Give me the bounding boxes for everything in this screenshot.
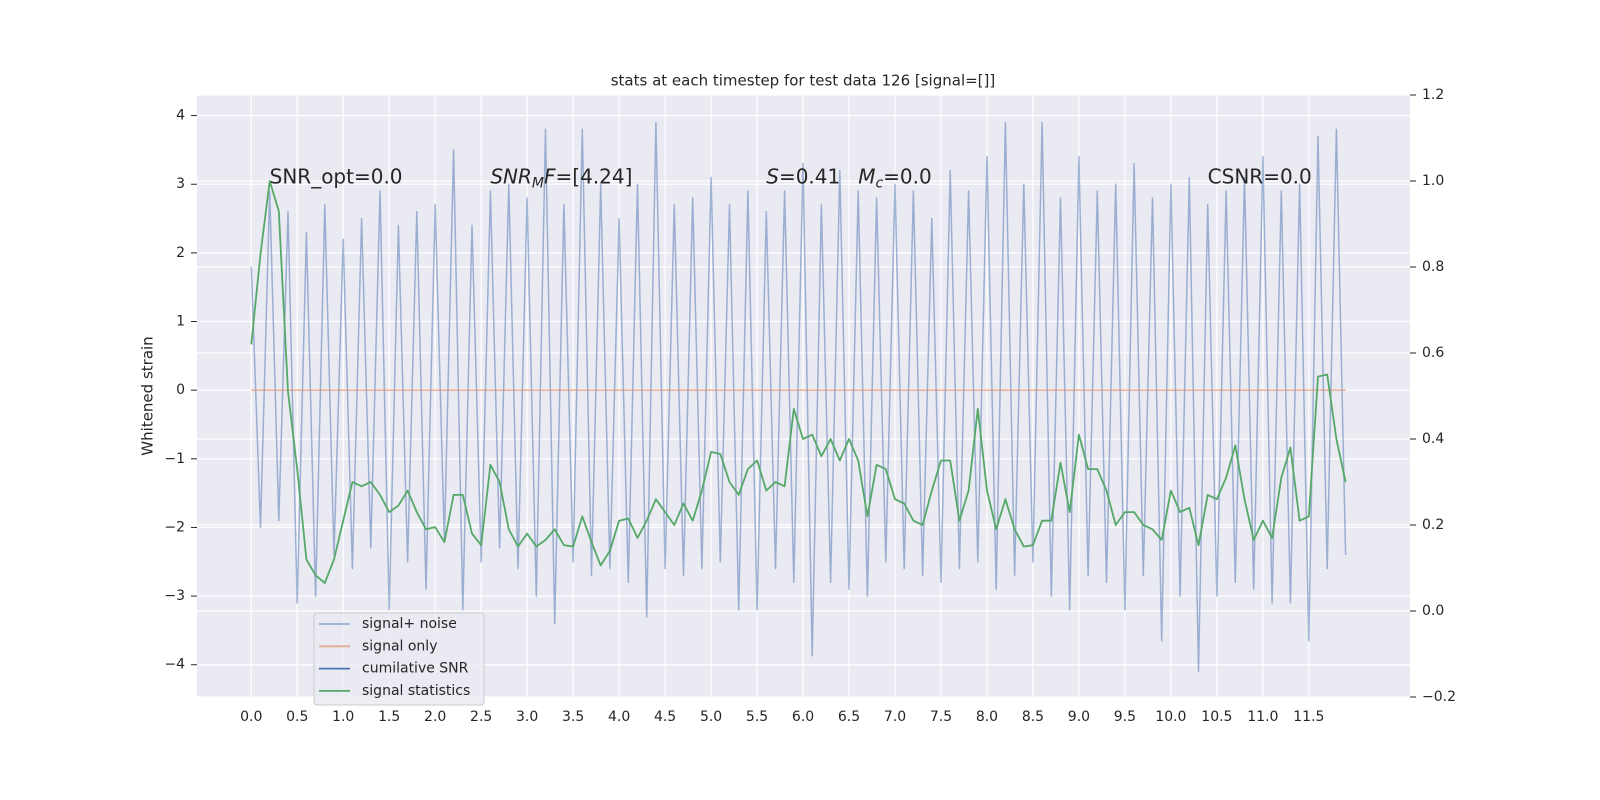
annotation-part: CSNR=0.0 <box>1208 164 1312 188</box>
x-tick-label: 6.5 <box>838 709 860 725</box>
y2-tick-label: 0.2 <box>1422 517 1444 533</box>
annotation-part: F <box>544 164 556 188</box>
y-axis-label: Whitened strain <box>139 336 157 455</box>
y-tick-label: −2 <box>164 519 185 535</box>
marks <box>250 121 1347 673</box>
x-tick-label: 4.0 <box>608 709 630 725</box>
grid: 0.0 0.5 1.0 1.5 2.0 2.5 3.0 3.5 4.0 4.5 5.0 5.5 6.0 6… <box>164 87 1456 725</box>
y-tick-label: 1 <box>176 314 185 330</box>
x-tick-label: 10.5 <box>1201 709 1232 725</box>
annotation: Mc=0.0 <box>858 164 932 192</box>
y2-tick-label: 0.0 <box>1422 603 1444 619</box>
y2-tick-label: 1.0 <box>1422 173 1444 189</box>
legend-label: signal only <box>362 638 437 654</box>
y-tick-label: 2 <box>176 245 185 261</box>
annotation: SNRMF=[4.24] <box>490 164 632 192</box>
y-tick-label: 3 <box>176 176 185 192</box>
x-tick-label: 3.0 <box>516 709 538 725</box>
y-tick-label: 0 <box>176 382 185 398</box>
x-tick-label: 11.5 <box>1293 709 1324 725</box>
annotation-part: SNR_opt=0.0 <box>270 164 403 188</box>
legend-box <box>313 612 485 706</box>
x-tick-label: 7.0 <box>884 709 906 725</box>
y2-tick-label: 0.4 <box>1422 431 1444 447</box>
series-line <box>250 121 1347 673</box>
annotation-part: =[4.24] <box>556 164 633 188</box>
x-tick-label: 1.5 <box>378 709 400 725</box>
series-line <box>250 180 1347 584</box>
y2-tick-label: −0.2 <box>1422 689 1456 705</box>
annotation: SNR_opt=0.0 <box>270 164 403 188</box>
y2-tick-label: 0.8 <box>1422 259 1444 275</box>
annotation: CSNR=0.0 <box>1208 164 1312 188</box>
x-tick-label: 2.0 <box>424 709 446 725</box>
x-tick-label: 5.5 <box>746 709 768 725</box>
legend-label: cumilative SNR <box>362 661 469 677</box>
x-tick-label: 0.0 <box>240 709 262 725</box>
legend-label: signal statistics <box>362 683 470 699</box>
annotation-part: S <box>766 164 779 188</box>
annotation-part: M <box>532 175 544 191</box>
x-tick-label: 5.0 <box>700 709 722 725</box>
x-tick-label: 6.0 <box>792 709 814 725</box>
y2-tick-label: 0.6 <box>1422 345 1444 361</box>
x-tick-label: 2.5 <box>470 709 492 725</box>
x-tick-label: 9.5 <box>1114 709 1136 725</box>
annotation-part: =0.0 <box>883 164 932 188</box>
x-tick-label: 8.0 <box>976 709 998 725</box>
x-tick-label: 4.5 <box>654 709 676 725</box>
x-tick-label: 1.0 <box>332 709 354 725</box>
annotation-part: SNR <box>490 164 532 188</box>
x-tick-label: 10.0 <box>1155 709 1186 725</box>
x-tick-label: 8.5 <box>1022 709 1044 725</box>
annotation: S=0.41 <box>766 164 840 188</box>
annotation-part: =0.41 <box>779 164 840 188</box>
chart-title: stats at each timestep for test data 126… <box>611 72 996 90</box>
legend-label: signal+ noise <box>362 616 457 632</box>
x-tick-label: 7.5 <box>930 709 952 725</box>
x-tick-label: 11.0 <box>1247 709 1278 725</box>
y-tick-label: −4 <box>164 657 185 673</box>
annotation-part: M <box>858 164 875 188</box>
legend: signal+ noise signal only cumilative SNR si… <box>313 612 485 706</box>
y-tick-label: 4 <box>176 108 185 124</box>
y-tick-label: −1 <box>164 451 185 467</box>
x-tick-label: 0.5 <box>286 709 308 725</box>
y2-tick-label: 1.2 <box>1422 87 1444 103</box>
annotations: SNR_opt=0.0 SNRMF=[4.24] S=0.41 Mc=0.0 CSNR=… <box>270 164 1312 192</box>
annotation-part: c <box>875 175 883 191</box>
y-tick-label: −3 <box>164 588 185 604</box>
x-tick-label: 3.5 <box>562 709 584 725</box>
x-tick-label: 9.0 <box>1068 709 1090 725</box>
